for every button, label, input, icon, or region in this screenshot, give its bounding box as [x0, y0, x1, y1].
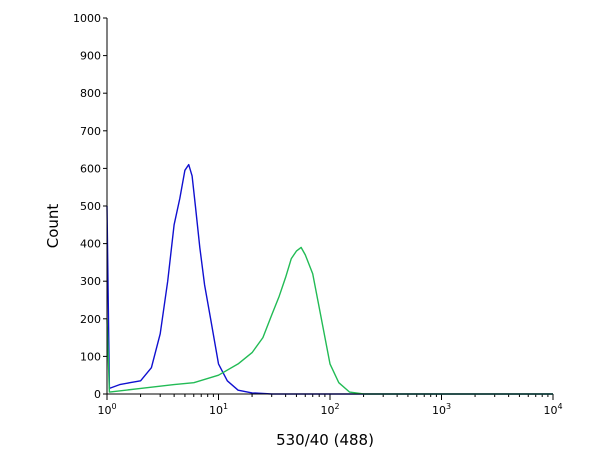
x-tick-label: 104 — [543, 402, 562, 417]
x-axis-title: 530/40 (488) — [276, 431, 374, 449]
y-tick-label: 500 — [80, 200, 101, 213]
y-tick-label: 400 — [80, 238, 101, 251]
y-tick-label: 1000 — [73, 12, 101, 25]
series-line-2 — [106, 246, 553, 395]
y-tick-label: 900 — [80, 50, 101, 63]
x-tick-label: 100 — [97, 402, 116, 417]
x-tick-label: 101 — [209, 402, 228, 417]
y-tick-label: 300 — [80, 275, 101, 288]
y-tick-label: 600 — [80, 162, 101, 175]
y-axis-ticks: 0 100 200 300 400 500 600 700 800 900 1000 — [73, 12, 107, 401]
y-tick-label: 200 — [80, 313, 101, 326]
y-tick-label: 100 — [80, 350, 101, 363]
y-tick-label: 0 — [94, 388, 101, 401]
series-line-1 — [106, 163, 553, 395]
x-tick-label: 102 — [320, 402, 339, 417]
y-tick-label: 700 — [80, 125, 101, 138]
x-axis-ticks: 100 101 102 103 104 — [97, 394, 563, 417]
series-group — [106, 163, 553, 395]
y-axis-title: Count — [44, 204, 62, 249]
y-tick-label: 800 — [80, 87, 101, 100]
x-tick-label: 103 — [432, 402, 451, 417]
